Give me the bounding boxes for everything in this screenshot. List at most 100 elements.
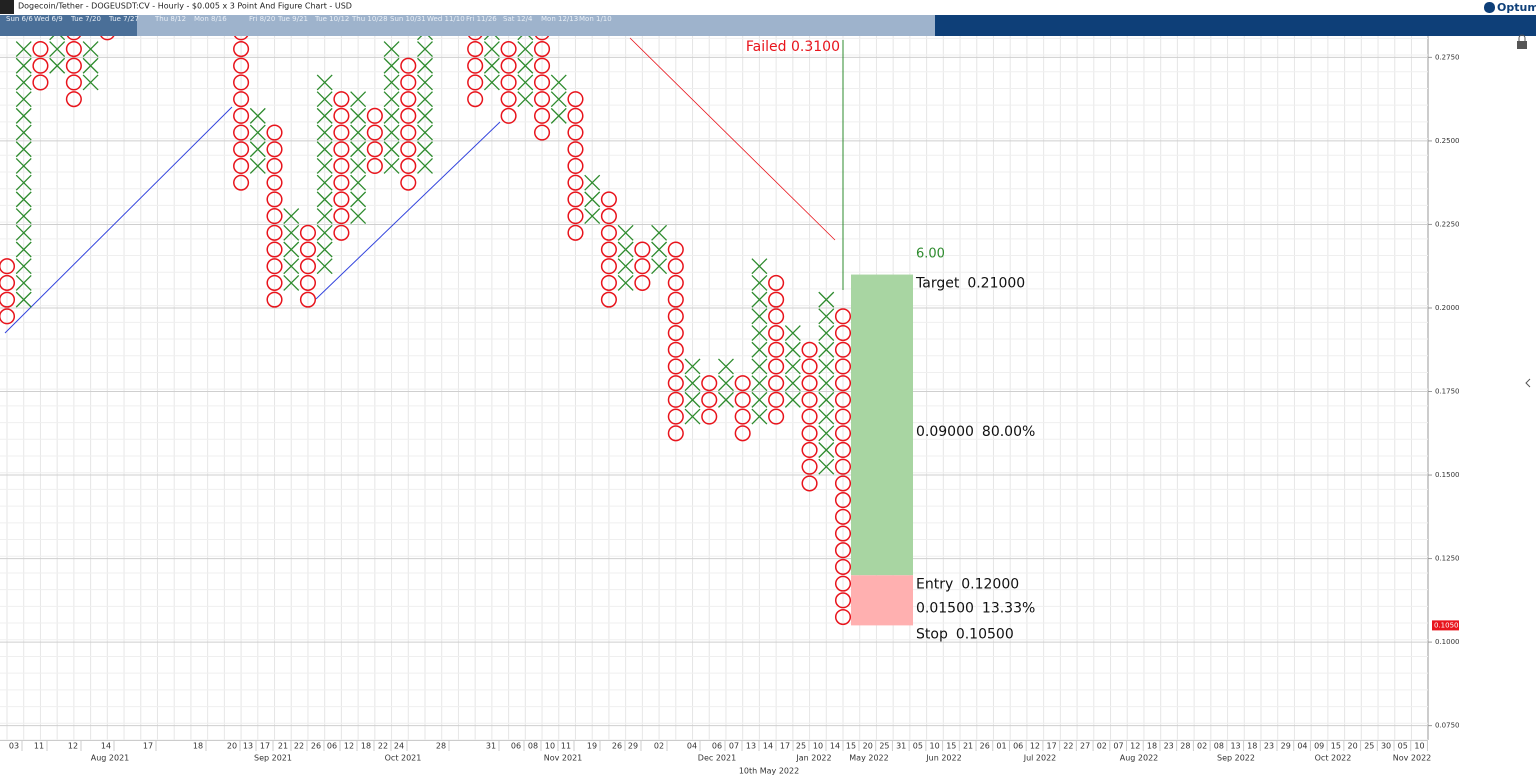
o-box [768, 391, 785, 408]
trade-value: 0.09000 [916, 424, 974, 440]
o-column [600, 191, 617, 308]
lock-shackle [1518, 34, 1526, 41]
o-box [834, 508, 852, 525]
o-box [266, 191, 283, 208]
x-tick-label: 12 [344, 742, 354, 751]
x-box [818, 391, 835, 408]
o-column [768, 274, 785, 425]
x-box [818, 458, 835, 475]
o-box [634, 241, 651, 258]
navigator-window[interactable] [137, 15, 935, 36]
x-tick-label: 10 [930, 742, 940, 751]
x-tick-label: 15 [1331, 742, 1341, 751]
navigator-label: Sun 10/31 [390, 15, 426, 23]
o-column [233, 36, 250, 191]
x-box [818, 358, 835, 375]
o-box [734, 408, 751, 425]
x-column [383, 41, 400, 174]
panel-toggle[interactable] [1525, 378, 1531, 388]
x-box [751, 375, 768, 392]
x-tick-label: 31 [896, 742, 906, 751]
x-box [550, 91, 567, 108]
o-box [768, 291, 785, 308]
o-column [299, 224, 317, 308]
o-box [333, 191, 350, 208]
x-tick-label: 14 [763, 742, 773, 751]
x-column [483, 36, 500, 91]
x-box [283, 241, 300, 258]
x-column [316, 74, 333, 275]
o-box [400, 74, 417, 91]
o-box [834, 324, 852, 342]
lock-icon[interactable] [1517, 41, 1527, 49]
o-box [801, 341, 818, 358]
x-box [751, 391, 768, 408]
o-box [467, 91, 484, 108]
o-box [266, 274, 283, 291]
x-box [350, 191, 367, 208]
reward-zone [851, 274, 913, 576]
o-box [667, 358, 684, 375]
x-tick-label: 26 [980, 742, 990, 751]
title-bar [0, 0, 1536, 15]
x-box [684, 391, 701, 408]
navigator-label: Thu 8/12 [154, 15, 186, 23]
o-box [567, 157, 584, 175]
o-box [65, 91, 82, 108]
x-box [316, 124, 333, 141]
o-box [366, 141, 383, 158]
x-box [718, 391, 734, 408]
x-box [417, 124, 433, 141]
x-box [350, 208, 367, 225]
o-box [299, 291, 317, 308]
x-tick-label: 26 [612, 742, 622, 751]
o-box [233, 107, 250, 124]
x-tick-label: 20 [863, 742, 873, 751]
x-tick-label: 22 [294, 742, 304, 751]
x-box [383, 107, 400, 124]
o-box [801, 375, 818, 392]
x-box [651, 241, 668, 258]
x-tick-label: 19 [587, 742, 597, 751]
x-tick-label: 13 [243, 742, 253, 751]
navigator-label: Fri 8/20 [249, 15, 275, 23]
x-tick-label: 31 [486, 742, 496, 751]
o-box [400, 124, 417, 141]
x-box [784, 375, 801, 392]
x-tick-label: 01 [996, 742, 1006, 751]
navigator-label: Mon 12/13 [541, 15, 578, 23]
x-box [751, 258, 768, 275]
trade-label: Target 0.21000 [915, 276, 1025, 292]
x-tick-label: 06 [712, 742, 722, 751]
o-box [834, 425, 852, 442]
app-icon[interactable] [0, 0, 14, 14]
o-column [32, 40, 49, 91]
o-box [834, 575, 852, 592]
navigator-label: Thu 10/28 [351, 15, 388, 23]
navigator-label: Tue 7/27 [108, 15, 139, 23]
x-tick-label: 20 [1348, 742, 1358, 751]
o-box [667, 375, 684, 392]
o-box [233, 57, 250, 74]
x-tick-label: 13 [1230, 742, 1240, 751]
x-box [350, 107, 367, 124]
x-box [517, 41, 534, 57]
o-box [233, 157, 250, 175]
x-box [350, 124, 367, 141]
x-month-label: Sep 2022 [1217, 754, 1255, 763]
o-box [500, 91, 517, 108]
x-tick-label: 10 [1414, 742, 1424, 751]
o-box [533, 74, 551, 91]
o-box [32, 74, 49, 91]
last-price-tag [1432, 620, 1459, 631]
x-box [483, 41, 500, 57]
o-box [299, 258, 317, 275]
o-box [333, 107, 350, 124]
o-column [834, 308, 852, 626]
navigator-label: Fri 11/26 [466, 15, 497, 23]
x-column [651, 224, 668, 275]
x-tick-label: 29 [1281, 742, 1291, 751]
navigator-label: Sun 6/6 [6, 15, 33, 23]
x-column [784, 325, 801, 408]
o-column [801, 341, 818, 492]
